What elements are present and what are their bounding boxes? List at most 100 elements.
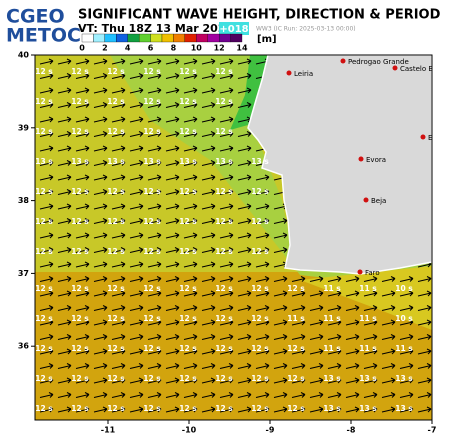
period-label: 11 s	[287, 314, 305, 323]
period-label: 12 s	[107, 284, 125, 293]
arrow	[399, 290, 414, 297]
period-label: 12 s	[71, 404, 89, 413]
arrow	[183, 73, 198, 79]
period-label: 12 s	[143, 217, 161, 226]
arrow	[75, 276, 90, 282]
arrow	[399, 377, 414, 384]
arrow	[57, 131, 72, 137]
arrow	[93, 261, 108, 268]
arrow	[75, 160, 90, 166]
arrow	[93, 319, 108, 326]
logo: METOC	[6, 25, 81, 47]
arrow	[219, 102, 234, 108]
arrow	[183, 392, 198, 398]
period-label: 12 s	[107, 187, 125, 196]
arrow	[111, 87, 126, 94]
city-label: Elvas	[428, 134, 447, 142]
period-label: 12 s	[215, 127, 233, 136]
period-label: 12 s	[143, 247, 161, 256]
arrow	[165, 232, 180, 239]
arrow	[291, 276, 306, 282]
arrow	[39, 58, 54, 65]
period-label: 12 s	[179, 404, 197, 413]
arrow	[75, 116, 90, 123]
period-label: 12 s	[215, 187, 233, 196]
arrow	[273, 290, 288, 297]
arrow	[291, 348, 306, 355]
arrow	[129, 87, 144, 94]
arrow	[147, 392, 162, 398]
arrow	[111, 276, 126, 282]
period-label: 12 s	[35, 344, 53, 353]
period-label: 13 s	[323, 374, 341, 383]
lat-tick-label: 37	[18, 269, 29, 278]
arrow	[219, 377, 234, 384]
arrow	[147, 116, 162, 123]
arrow	[219, 276, 234, 282]
arrow	[39, 73, 54, 79]
arrow	[57, 334, 72, 340]
city-label: Faro	[365, 269, 380, 277]
arrow	[201, 377, 216, 384]
arrow	[111, 406, 126, 413]
arrow	[93, 232, 108, 239]
arrow	[255, 203, 270, 210]
arrow	[255, 305, 270, 311]
arrow	[165, 189, 180, 195]
arrow	[93, 102, 108, 108]
colorbar-swatch	[138, 33, 151, 43]
period-label: 12 s	[143, 67, 161, 76]
arrow	[57, 174, 72, 181]
arrow	[57, 218, 72, 224]
period-label: 11 s	[395, 344, 413, 353]
arrow	[219, 160, 234, 166]
period-label: 12 s	[143, 404, 161, 413]
arrow	[75, 174, 90, 181]
colorbar-tick: 10	[191, 44, 203, 53]
arrow	[183, 319, 198, 326]
colorbar-tick: 12	[214, 44, 225, 53]
period-label: 12 s	[215, 247, 233, 256]
arrow	[111, 218, 126, 224]
arrow	[93, 377, 108, 384]
colorbar-swatch	[218, 33, 231, 43]
arrow	[147, 334, 162, 340]
arrow	[129, 218, 144, 224]
colorbar-swatch	[104, 33, 117, 43]
arrow	[75, 363, 90, 369]
city-marker	[363, 197, 369, 203]
arrow	[273, 276, 288, 282]
period-label: 12 s	[215, 374, 233, 383]
period-label: 12 s	[71, 97, 89, 106]
arrow	[165, 377, 180, 384]
arrow	[147, 160, 162, 166]
arrow	[255, 218, 270, 224]
arrow	[165, 102, 180, 108]
arrow	[327, 276, 342, 282]
arrow	[291, 406, 306, 413]
period-label: 13 s	[323, 404, 341, 413]
arrow	[255, 334, 270, 340]
arrow	[219, 174, 234, 181]
frame	[34, 54, 433, 421]
arrow	[219, 247, 234, 253]
arrow	[129, 377, 144, 384]
arrow	[111, 334, 126, 340]
arrow	[147, 406, 162, 413]
arrow	[183, 116, 198, 123]
arrow	[129, 305, 144, 311]
arrow	[381, 377, 396, 384]
arrow	[237, 377, 252, 384]
arrow	[201, 305, 216, 311]
arrow	[219, 290, 234, 297]
period-label: 12 s	[215, 404, 233, 413]
colorbar-swatch	[116, 33, 128, 43]
city-label: Castelo Branco	[400, 65, 453, 73]
run-info: WW3 (IC Run: 2025-03-13 00:00)	[256, 26, 356, 33]
sea-south-light	[300, 266, 432, 330]
arrow	[39, 189, 54, 195]
arrow	[309, 276, 324, 282]
arrow	[219, 261, 234, 268]
arrow	[183, 334, 198, 340]
period-label: 13 s	[143, 157, 161, 166]
